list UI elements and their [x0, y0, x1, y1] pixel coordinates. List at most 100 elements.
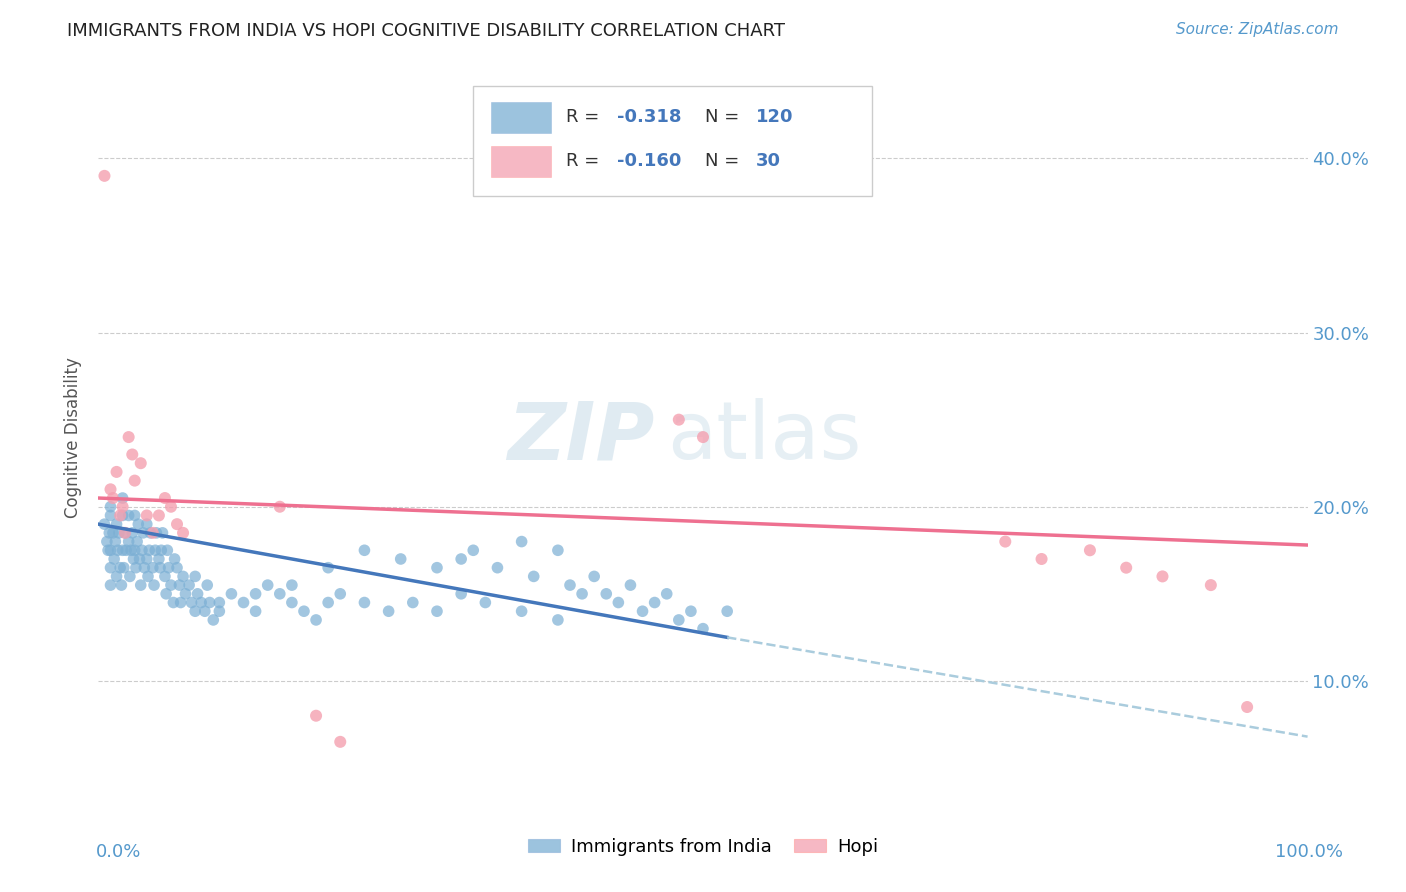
Point [644, 595, 666, 609]
Point [595, 587, 617, 601]
Point [679, 604, 702, 618]
Point [198, 595, 221, 609]
Point [187, 587, 209, 601]
Point [111, 500, 134, 514]
Point [174, 587, 197, 601]
Text: Source: ZipAtlas.com: Source: ZipAtlas.com [1175, 22, 1339, 37]
Point [112, 560, 135, 574]
Point [100, 483, 122, 497]
Point [107, 543, 129, 558]
Text: N =: N = [706, 153, 745, 170]
Point [101, 491, 124, 505]
Point [160, 500, 183, 514]
Point [194, 604, 217, 618]
Point [124, 508, 146, 523]
Point [558, 578, 581, 592]
Point [98, 525, 121, 540]
Point [111, 491, 134, 505]
Text: -0.160: -0.160 [617, 153, 682, 170]
Point [127, 534, 149, 549]
Point [619, 578, 641, 592]
Point [148, 552, 170, 566]
Point [245, 587, 267, 601]
Point [142, 560, 165, 574]
Point [426, 604, 449, 618]
Point [155, 587, 177, 601]
Point [631, 604, 654, 618]
Point [125, 560, 148, 574]
Point [139, 525, 162, 540]
Text: -0.318: -0.318 [617, 109, 682, 127]
Point [547, 613, 569, 627]
Point [136, 569, 159, 583]
Point [583, 569, 606, 583]
Point [474, 595, 496, 609]
Point [994, 534, 1017, 549]
Point [184, 604, 207, 618]
Point [150, 543, 173, 558]
Text: IMMIGRANTS FROM INDIA VS HOPI COGNITIVE DISABILITY CORRELATION CHART: IMMIGRANTS FROM INDIA VS HOPI COGNITIVE … [67, 22, 786, 40]
Point [316, 560, 339, 574]
Point [450, 587, 472, 601]
Point [128, 552, 150, 566]
Point [153, 491, 176, 505]
Point [118, 569, 141, 583]
Point [269, 587, 291, 601]
Point [1115, 560, 1137, 574]
Point [156, 543, 179, 558]
Point [180, 595, 202, 609]
Point [1199, 578, 1222, 592]
Point [160, 578, 183, 592]
FancyBboxPatch shape [492, 146, 551, 177]
Point [655, 587, 678, 601]
Point [108, 560, 131, 574]
Point [121, 525, 143, 540]
FancyBboxPatch shape [492, 102, 551, 133]
Point [120, 543, 142, 558]
Point [402, 595, 425, 609]
Point [232, 595, 254, 609]
Point [104, 534, 127, 549]
Point [157, 560, 180, 574]
Point [108, 525, 131, 540]
Point [127, 517, 149, 532]
Point [208, 595, 231, 609]
Point [135, 517, 157, 532]
Point [118, 508, 141, 523]
Point [1236, 700, 1258, 714]
Point [450, 552, 472, 566]
Point [486, 560, 509, 574]
Point [692, 430, 714, 444]
Point [190, 595, 212, 609]
Point [153, 569, 176, 583]
Point [716, 604, 738, 618]
Point [148, 508, 170, 523]
Point [105, 569, 128, 583]
Point [316, 595, 339, 609]
Point [305, 708, 328, 723]
Point [221, 587, 243, 601]
Point [145, 525, 167, 540]
Point [281, 595, 304, 609]
Point [135, 552, 157, 566]
Point [108, 508, 131, 523]
Point [292, 604, 315, 618]
Point [607, 595, 630, 609]
Text: R =: R = [567, 109, 606, 127]
Point [100, 508, 122, 523]
Point [111, 508, 134, 523]
Point [547, 543, 569, 558]
Point [149, 560, 172, 574]
Point [353, 595, 375, 609]
Point [163, 552, 186, 566]
Point [256, 578, 278, 592]
Point [1031, 552, 1053, 566]
Point [114, 525, 136, 540]
Point [523, 569, 546, 583]
Point [668, 412, 690, 426]
Text: 120: 120 [756, 109, 794, 127]
Point [114, 525, 136, 540]
Point [105, 465, 128, 479]
Point [208, 604, 231, 618]
Point [93, 169, 115, 183]
